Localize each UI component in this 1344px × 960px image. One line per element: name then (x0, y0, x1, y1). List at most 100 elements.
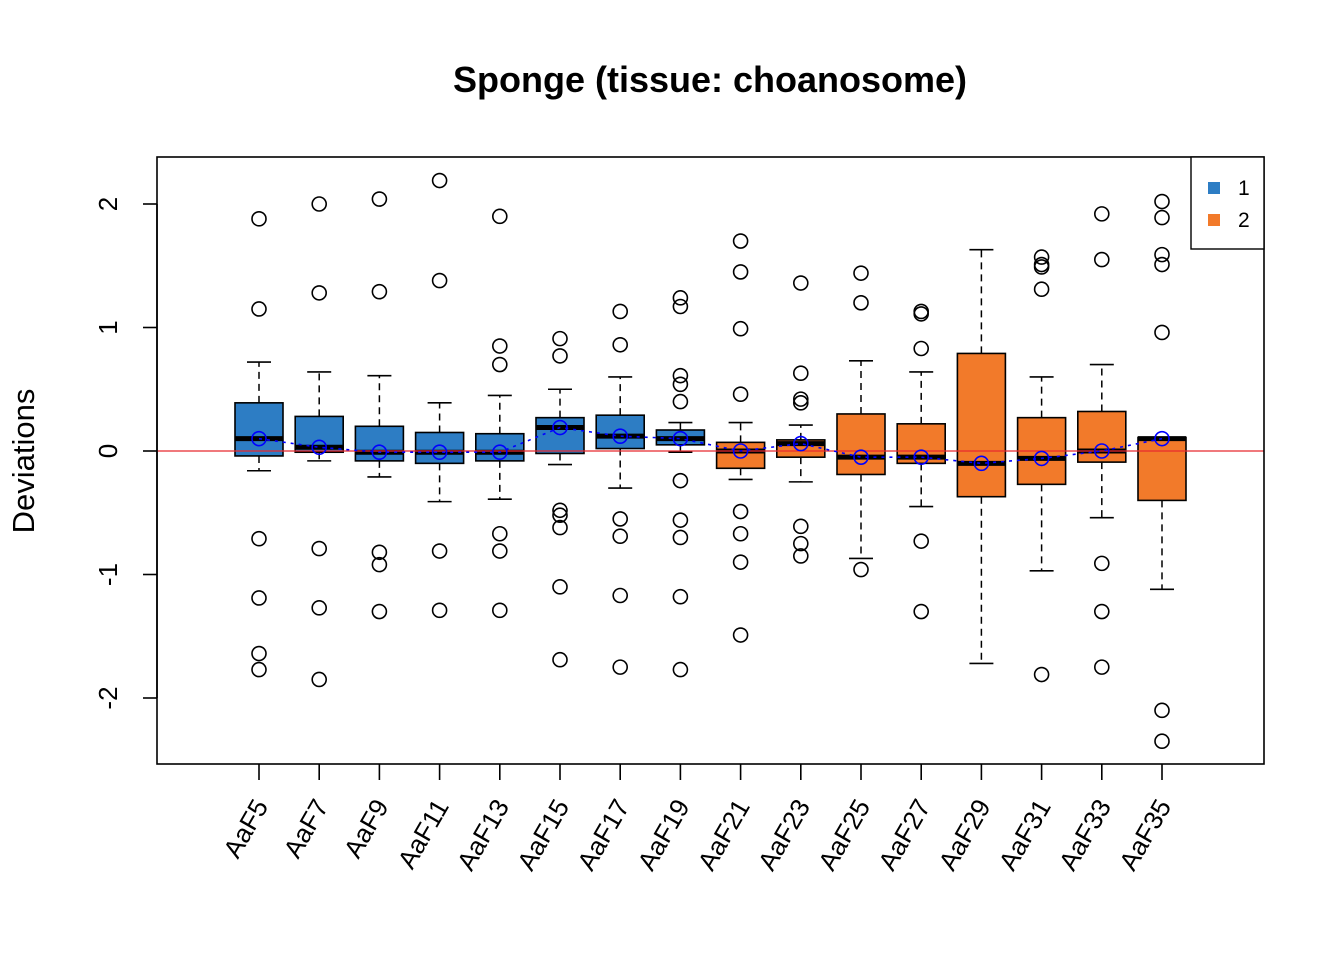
outlier-point (732, 503, 749, 520)
mean-marker (371, 444, 388, 461)
outlier-point (1154, 246, 1170, 263)
outlier-point (491, 356, 508, 373)
outlier-point (251, 530, 267, 547)
x-tick-label: AaF29 (932, 794, 996, 875)
outlier-point (612, 587, 629, 604)
outlier-point (431, 172, 448, 189)
box-aaf29 (956, 248, 1007, 665)
box-body (354, 425, 405, 462)
box-body (836, 413, 886, 476)
outlier-point (251, 301, 267, 317)
box-body (414, 431, 465, 465)
outlier-point (552, 502, 568, 519)
outlier-point (672, 512, 689, 528)
legend-swatch (1208, 182, 1220, 194)
box-aaf19 (655, 290, 706, 678)
outlier-point (1094, 251, 1110, 268)
outlier-point (732, 627, 749, 643)
x-tick-label: AaF9 (338, 794, 395, 863)
mean-marker (1094, 443, 1110, 459)
y-tick-label: -1 (93, 563, 123, 586)
box-aaf27 (896, 303, 947, 620)
y-axis: -2 -1 0 1 2 (93, 197, 158, 710)
outlier-point (311, 671, 328, 688)
outlier-point (853, 294, 869, 311)
y-tick-label: 2 (93, 197, 123, 211)
mean-marker (792, 435, 809, 452)
x-tick-label: AaF33 (1053, 794, 1117, 875)
outlier-point (612, 659, 629, 675)
box-aaf25 (836, 265, 886, 578)
outlier-point (792, 518, 809, 535)
outlier-point (913, 340, 930, 357)
outlier-point (552, 330, 568, 347)
outlier-point (612, 511, 629, 527)
box-body (1137, 436, 1187, 502)
outlier-point (792, 275, 809, 291)
box-aaf15 (535, 330, 585, 668)
outlier-point (371, 283, 388, 300)
box-aaf23 (775, 275, 826, 564)
x-tick-label: AaF19 (631, 794, 695, 875)
outlier-point (732, 386, 749, 402)
x-tick-label: AaF15 (511, 794, 575, 875)
outlier-point (311, 600, 328, 616)
outlier-point (371, 544, 388, 561)
outlier-point (1094, 206, 1110, 222)
outlier-point (672, 472, 689, 489)
mean-marker (552, 419, 568, 436)
outlier-point (732, 554, 749, 570)
x-tick-label: AaF25 (812, 794, 876, 875)
outlier-point (732, 320, 749, 337)
legend-label: 2 (1238, 209, 1250, 232)
outlier-point (672, 588, 689, 605)
box-body (535, 416, 585, 455)
x-tick-label: AaF17 (571, 794, 635, 875)
outlier-point (491, 602, 508, 619)
x-tick-label: AaF5 (217, 794, 274, 863)
legend-entries: 12 (1208, 177, 1250, 232)
mean-marker (311, 439, 328, 456)
outlier-point (612, 528, 629, 545)
box-aaf35 (1137, 193, 1187, 750)
outlier-point (311, 196, 328, 212)
x-tick-label: AaF23 (752, 794, 816, 875)
outlier-point (251, 211, 267, 227)
outlier-point (792, 365, 809, 381)
mean-marker (612, 428, 629, 444)
outlier-point (672, 393, 689, 410)
x-tick-label: AaF7 (277, 794, 334, 863)
outlier-point (431, 272, 448, 289)
outlier-point (431, 543, 448, 559)
mean-marker (1154, 430, 1170, 447)
box-aaf33 (1077, 206, 1127, 675)
box-aaf13 (474, 208, 525, 619)
outlier-point (913, 603, 930, 620)
outlier-point (732, 264, 749, 280)
outlier-point (552, 507, 568, 524)
outlier-point (552, 348, 568, 364)
box-aaf7 (294, 196, 345, 688)
outlier-point (1033, 281, 1050, 298)
plot-frame (156, 156, 1265, 765)
y-tick-label: -2 (93, 686, 123, 709)
mean-marker (672, 430, 689, 447)
outlier-point (732, 233, 749, 249)
mean-marker (732, 443, 749, 459)
y-tick-label: 0 (93, 444, 123, 458)
outlier-point (1094, 603, 1110, 620)
outlier-point (672, 367, 689, 384)
x-tick-label: AaF35 (1113, 794, 1177, 875)
x-axis: AaF5 AaF7 AaF9AaF11AaF13AaF15AaF17AaF19AaF… (217, 764, 1177, 875)
outlier-point (371, 556, 388, 573)
y-tick-label: 1 (93, 320, 123, 334)
outlier-point (552, 579, 568, 595)
box-body (715, 441, 766, 470)
outlier-point (792, 535, 809, 552)
box-aaf17 (595, 303, 646, 675)
outlier-point (913, 306, 930, 322)
box-aaf11 (414, 172, 465, 619)
legend-swatch (1208, 214, 1220, 226)
